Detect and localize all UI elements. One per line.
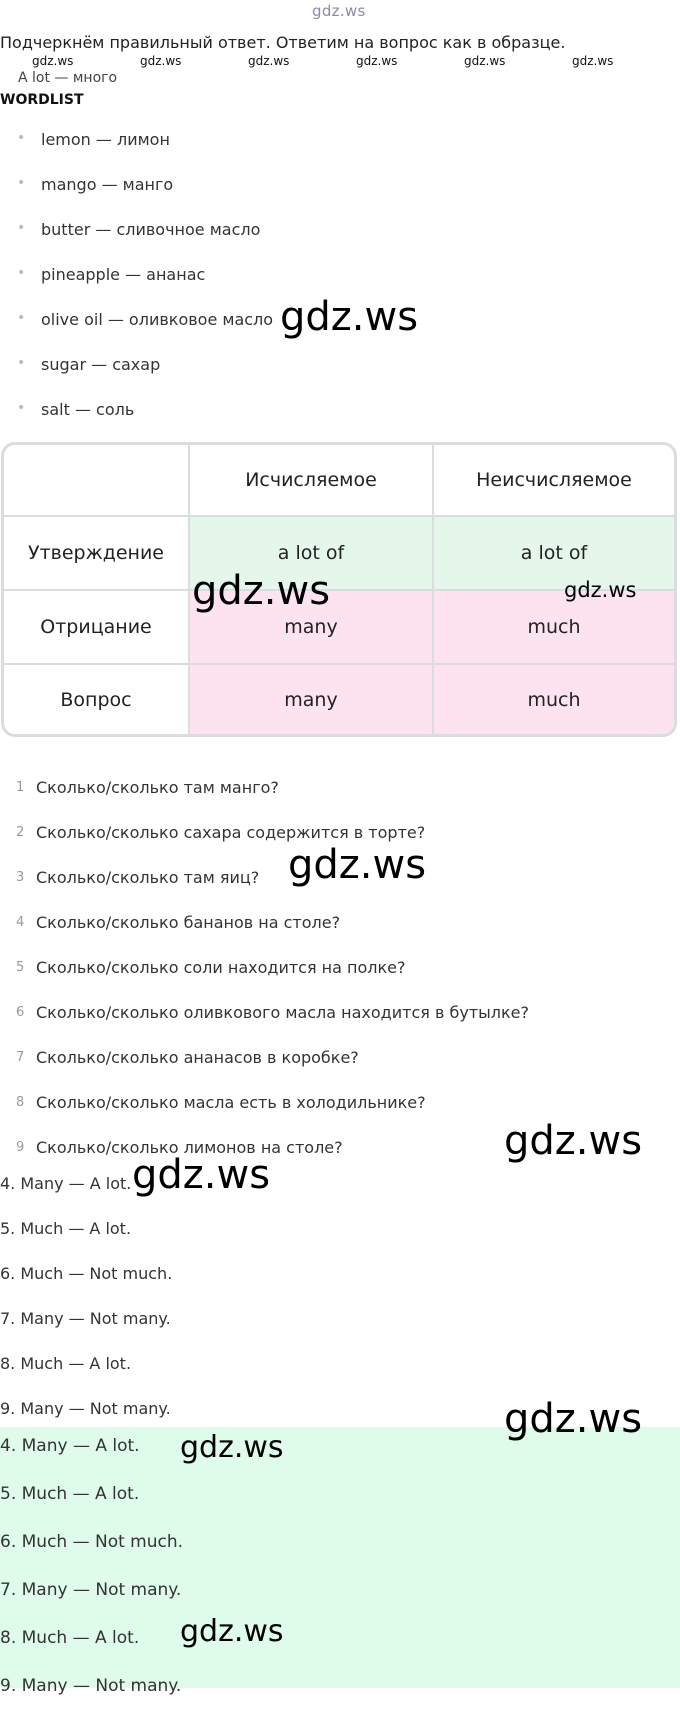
watermark-small: gdz.ws: [572, 54, 614, 68]
answer-item: 8. Much — A lot.: [0, 1628, 140, 1648]
table-cell: much: [434, 591, 674, 665]
answer-list-highlighted: 4. Many — A lot. 5. Much — A lot. 6. Muc…: [0, 1436, 183, 1724]
watermark: gdz.ws: [288, 842, 427, 888]
answer-item: 4. Many — A lot.: [0, 1436, 140, 1456]
bullet-icon: •: [17, 355, 26, 371]
site-logo[interactable]: gdz.ws: [312, 2, 366, 20]
list-item: • lemon — лимон: [0, 130, 273, 175]
bullet-icon: •: [17, 400, 26, 416]
watermark: gdz.ws: [192, 568, 331, 614]
partial-list-item: A lot — много: [18, 70, 118, 82]
watermark: gdz.ws: [280, 294, 419, 340]
watermark-small: gdz.ws: [140, 54, 182, 68]
wordlist-heading: WORDLIST: [0, 92, 84, 108]
item-number: 5: [16, 960, 25, 975]
list-item: 7 Сколько/сколько ананасов в коробке?: [0, 1048, 529, 1093]
item-number: 2: [16, 825, 25, 840]
list-item: 5 Сколько/сколько соли находится на полке…: [0, 958, 529, 1003]
table-cell: many: [190, 591, 434, 665]
bullet-icon: •: [17, 310, 26, 326]
watermark-small: gdz.ws: [32, 54, 74, 68]
answer-item: 5. Much — A lot.: [0, 1484, 140, 1504]
item-number: 3: [16, 870, 25, 885]
list-item: • mango — манго: [0, 175, 273, 220]
table-cell: a lot of: [190, 517, 434, 591]
watermark-small: gdz.ws: [248, 54, 290, 68]
watermark: gdz.ws: [504, 1118, 643, 1164]
answer-item: 6. Much — Not much.: [0, 1264, 173, 1283]
item-number: 6: [16, 1005, 25, 1020]
bullet-icon: •: [17, 175, 26, 191]
list-item: • butter — сливочное масло: [0, 220, 273, 265]
answer-item: 6. Much — Not much.: [0, 1532, 184, 1552]
watermark: gdz.ws: [504, 1396, 643, 1442]
row-label-question: Вопрос: [4, 665, 190, 734]
wordlist: • lemon — лимон • mango — манго • butter — …: [0, 130, 273, 445]
answer-item: 4. Many — A lot.: [0, 1174, 132, 1193]
bullet-icon: •: [17, 265, 26, 281]
table-header-countable: Исчисляемое: [190, 445, 434, 517]
watermark: gdz.ws: [564, 578, 637, 602]
answer-item: 7. Many — Not many.: [0, 1580, 182, 1600]
table-cell: much: [434, 665, 674, 734]
item-number: 4: [16, 915, 25, 930]
answer-item: 9. Many — Not many.: [0, 1399, 171, 1418]
list-item: 9 Сколько/сколько лимонов на столе?: [0, 1138, 529, 1183]
item-number: 7: [16, 1050, 25, 1065]
list-item: • olive oil — оливковое масло: [0, 310, 273, 355]
list-item: 6 Сколько/сколько оливкового масла находи…: [0, 1003, 529, 1048]
watermark: gdz.ws: [132, 1152, 271, 1198]
answer-item: 5. Much — A lot.: [0, 1219, 132, 1238]
answer-list: 4. Many — A lot. 5. Much — A lot. 6. Muc…: [0, 1174, 172, 1444]
watermark-small: gdz.ws: [356, 54, 398, 68]
list-item: 8 Сколько/сколько масла есть в холодильни…: [0, 1093, 529, 1138]
table-header-uncountable: Неисчисляемое: [434, 445, 674, 517]
answer-item: 8. Much — A lot.: [0, 1354, 132, 1373]
table-header-empty: [4, 445, 190, 517]
row-label-negative: Отрицание: [4, 591, 190, 665]
item-number: 1: [16, 780, 25, 795]
grammar-table: Исчисляемое Неисчисляемое Утверждение a …: [1, 442, 677, 737]
list-item: • sugar — сахар: [0, 355, 273, 400]
row-label-affirmative: Утверждение: [4, 517, 190, 591]
task-instruction: Подчеркнём правильный ответ. Ответим на …: [0, 33, 566, 52]
list-item: 4 Сколько/сколько бананов на столе?: [0, 913, 529, 958]
watermark: gdz.ws: [180, 1614, 284, 1649]
list-item: 1 Сколько/сколько там манго?: [0, 778, 529, 823]
item-number: 9: [16, 1140, 25, 1155]
table-cell: a lot of: [434, 517, 674, 591]
question-list: 1 Сколько/сколько там манго? 2 Сколько/ско…: [0, 778, 529, 1183]
watermark-small: gdz.ws: [464, 54, 506, 68]
item-number: 8: [16, 1095, 25, 1110]
bullet-icon: •: [17, 130, 26, 146]
list-item: • salt — соль: [0, 400, 273, 445]
watermark: gdz.ws: [180, 1430, 284, 1465]
table-cell: many: [190, 665, 434, 734]
answer-item: 7. Many — Not many.: [0, 1309, 171, 1328]
list-item: 2 Сколько/сколько сахара содержится в тор…: [0, 823, 529, 868]
answer-highlight-box: [0, 1427, 680, 1688]
bullet-icon: •: [17, 220, 26, 236]
list-item: • pineapple — ананас: [0, 265, 273, 310]
list-item: 3 Сколько/сколько там яиц?: [0, 868, 529, 913]
answer-item: 9. Many — Not many.: [0, 1676, 182, 1696]
